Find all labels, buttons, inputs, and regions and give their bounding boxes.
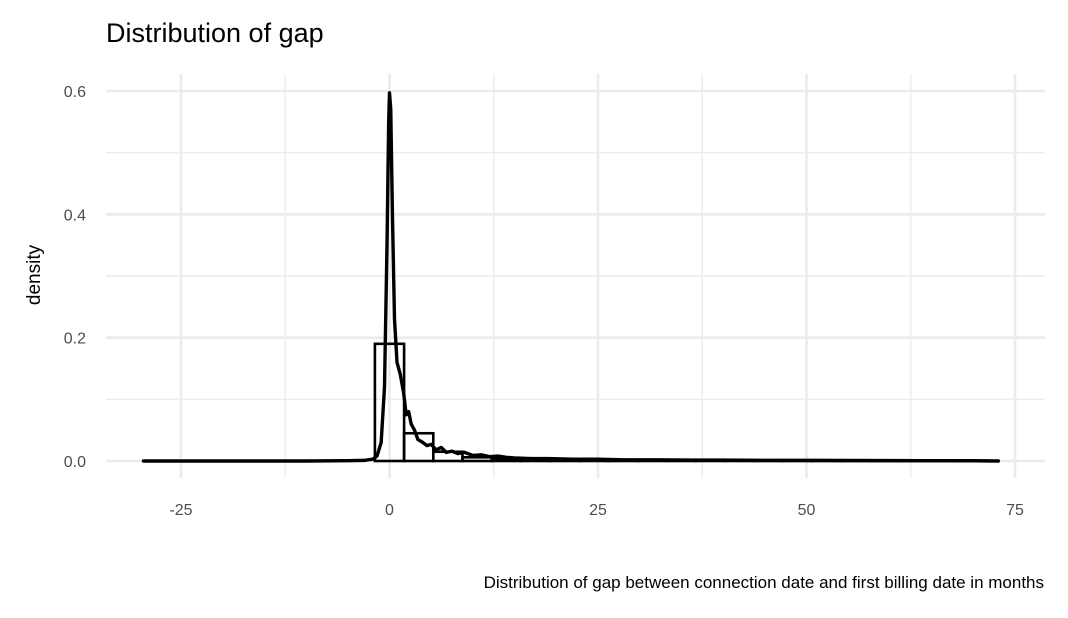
y-tick-label-1: 0.2 — [64, 331, 86, 348]
density-curve-group — [141, 91, 1001, 463]
x-tick-label-1: 0 — [385, 502, 394, 519]
y-tick-label-0: 0.0 — [64, 454, 86, 471]
x-axis-label: Distribution of gap between connection d… — [483, 573, 1044, 592]
histogram-bars — [373, 342, 990, 463]
x-tick-label-0: -25 — [169, 502, 192, 519]
y-tick-label-3: 0.6 — [64, 84, 86, 101]
x-tick-label-2: 25 — [589, 502, 607, 519]
tick-labels: -25 0 25 50 75 0.0 0.2 0.4 0.6 — [64, 84, 1024, 519]
chart-title: Distribution of gap — [106, 18, 324, 48]
x-tick-label-3: 50 — [798, 502, 816, 519]
y-tick-label-2: 0.4 — [64, 207, 86, 224]
x-tick-label-4: 75 — [1006, 502, 1024, 519]
density-curve — [141, 91, 1001, 463]
grid-lines — [106, 74, 1045, 478]
